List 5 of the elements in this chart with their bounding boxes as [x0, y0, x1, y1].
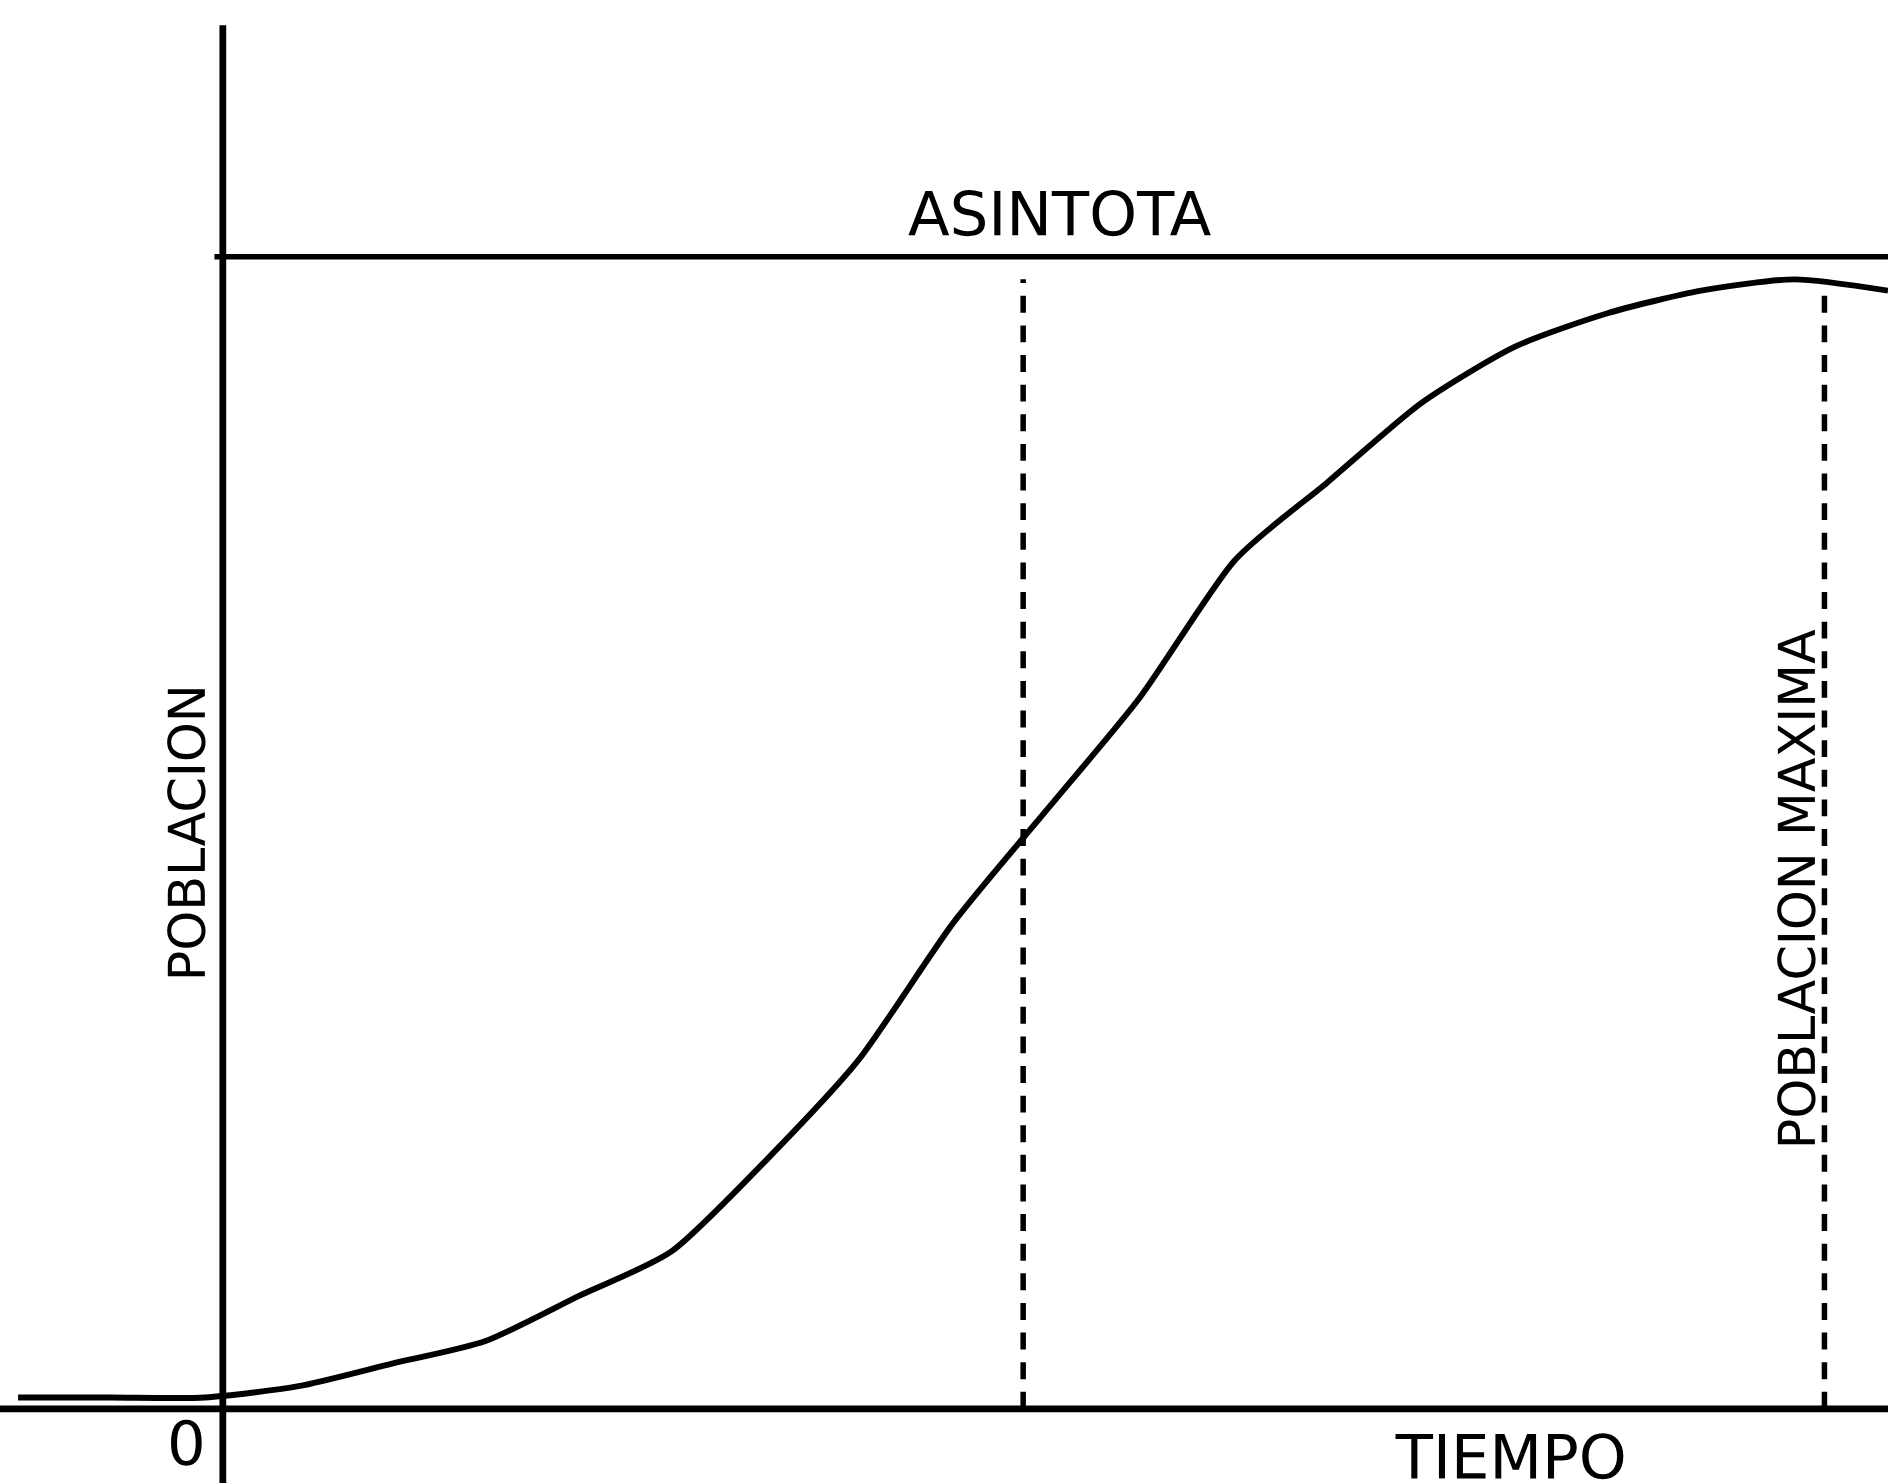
text: 0 [171, 1419, 202, 1466]
annotation: POBLACION MAXIMA [1777, 629, 1816, 1145]
x-axis-title: TIEMPO [1395, 1432, 1624, 1480]
ref-line-label: ASINTOTA [908, 189, 1211, 236]
y-axis-title: POBLACION [167, 688, 206, 977]
